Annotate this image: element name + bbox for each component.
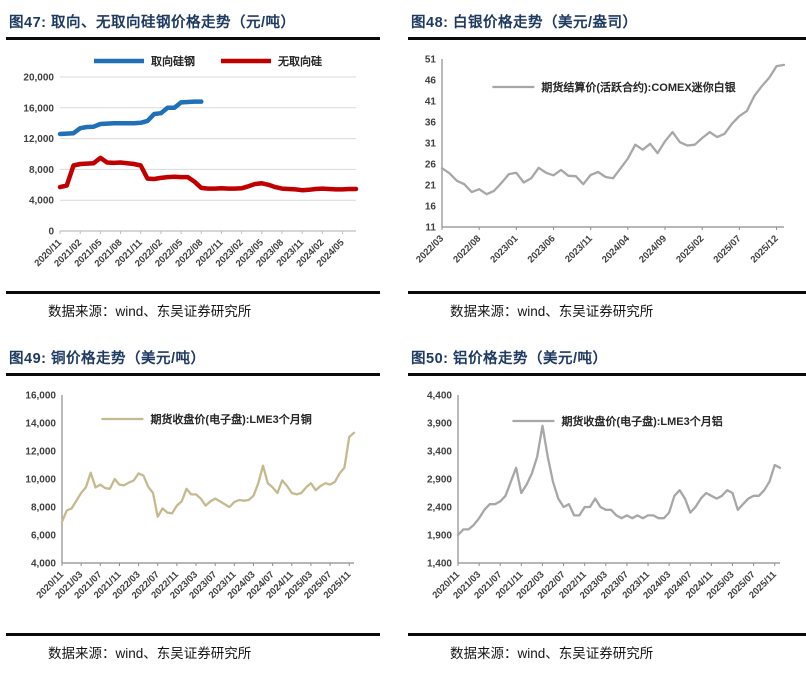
figure-49-title: 图49: 铜价格走势（美元/吨） xyxy=(9,351,206,367)
svg-text:20,000: 20,000 xyxy=(23,73,54,84)
svg-text:26: 26 xyxy=(425,160,437,171)
data-source-label: 数据来源：wind、东吴证券研究所 xyxy=(450,646,654,661)
svg-text:8,000: 8,000 xyxy=(31,503,56,514)
svg-text:12,000: 12,000 xyxy=(25,447,56,458)
figure-50-title: 图50: 铝价格走势（美元/吨） xyxy=(411,351,608,367)
svg-text:无取向硅: 无取向硅 xyxy=(277,54,322,68)
data-source-label: 数据来源：wind、东吴证券研究所 xyxy=(48,646,252,661)
title-divider xyxy=(408,373,806,376)
svg-text:4,400: 4,400 xyxy=(427,391,452,402)
title-divider xyxy=(6,37,380,40)
data-source-label: 数据来源：wind、东吴证券研究所 xyxy=(450,304,654,319)
svg-text:2025/02: 2025/02 xyxy=(674,233,706,265)
svg-text:12,000: 12,000 xyxy=(23,134,54,145)
svg-text:1,900: 1,900 xyxy=(427,531,452,542)
chart-silicon-steel-price: 04,0008,00012,00016,00020,0002020/112021… xyxy=(23,54,359,269)
svg-text:36: 36 xyxy=(425,118,437,129)
source-divider xyxy=(408,291,806,294)
svg-text:16,000: 16,000 xyxy=(25,391,56,402)
source-divider xyxy=(6,633,380,636)
svg-text:46: 46 xyxy=(425,76,437,87)
svg-text:10,000: 10,000 xyxy=(25,475,56,486)
svg-text:2024/09: 2024/09 xyxy=(637,233,669,265)
svg-text:期货结算价(活跃合约):COMEX迷你白银: 期货结算价(活跃合约):COMEX迷你白银 xyxy=(541,80,736,94)
svg-text:2025/07: 2025/07 xyxy=(711,233,743,265)
svg-text:16,000: 16,000 xyxy=(23,103,54,114)
svg-text:2,400: 2,400 xyxy=(427,503,452,514)
svg-text:2022/03: 2022/03 xyxy=(414,233,446,265)
svg-text:2023/01: 2023/01 xyxy=(488,233,521,266)
svg-text:6,000: 6,000 xyxy=(31,531,56,542)
svg-text:2,900: 2,900 xyxy=(427,475,452,486)
svg-text:期货收盘价(电子盘):LME3个月铝: 期货收盘价(电子盘):LME3个月铝 xyxy=(561,414,722,428)
chart-copper-price: 4,0006,0008,00010,00012,00014,00016,0002… xyxy=(25,391,356,601)
svg-text:2024/04: 2024/04 xyxy=(600,233,633,266)
svg-text:0: 0 xyxy=(48,227,54,238)
svg-text:2023/06: 2023/06 xyxy=(526,233,558,265)
title-divider xyxy=(408,37,806,40)
svg-text:取向硅钢: 取向硅钢 xyxy=(151,54,195,68)
svg-text:2023/11: 2023/11 xyxy=(563,233,595,265)
svg-text:31: 31 xyxy=(425,139,437,150)
svg-text:4,000: 4,000 xyxy=(29,196,54,207)
data-source-label: 数据来源：wind、东吴证券研究所 xyxy=(48,304,252,319)
figure-panel-50: 图50: 铝价格走势（美元/吨） 1,400 1,900 2,400 2,900 3,4… xyxy=(390,340,806,668)
svg-text:4,000: 4,000 xyxy=(31,559,56,570)
chart-aluminum-price: 1,4001,9002,4002,9003,4003,9004,4002020/… xyxy=(427,391,782,601)
figure-panel-47: 图47: 取向、无取向硅钢价格走势（元/吨） 0 4,000 8,000 12,000… xyxy=(6,4,390,326)
svg-text:期货收盘价(电子盘):LME3个月铜: 期货收盘价(电子盘):LME3个月铜 xyxy=(150,412,311,426)
figure-47-title: 图47: 取向、无取向硅钢价格走势（元/吨） xyxy=(9,15,296,31)
title-divider xyxy=(6,373,380,376)
svg-text:3,400: 3,400 xyxy=(427,447,452,458)
figure-panel-49: 图49: 铜价格走势（美元/吨） 4,000 6,000 8,000 10,000 12… xyxy=(6,340,390,668)
svg-text:2025/12: 2025/12 xyxy=(749,233,781,265)
svg-text:41: 41 xyxy=(425,97,437,108)
figure-panel-48: 图48: 白银价格走势（美元/盎司） 11 16 21 26 31 36 41 46 51 202… xyxy=(390,4,806,326)
svg-text:21: 21 xyxy=(425,181,437,192)
svg-text:2022/08: 2022/08 xyxy=(451,233,483,265)
svg-text:11: 11 xyxy=(425,223,436,234)
svg-text:16: 16 xyxy=(425,202,437,213)
svg-text:51: 51 xyxy=(425,55,437,66)
svg-text:3,900: 3,900 xyxy=(427,419,452,430)
source-divider xyxy=(408,633,806,636)
source-divider xyxy=(6,291,380,294)
svg-text:14,000: 14,000 xyxy=(25,419,56,430)
svg-text:8,000: 8,000 xyxy=(29,165,54,176)
figure-48-title: 图48: 白银价格走势（美元/盎司） xyxy=(411,15,638,31)
svg-text:1,400: 1,400 xyxy=(427,559,452,570)
